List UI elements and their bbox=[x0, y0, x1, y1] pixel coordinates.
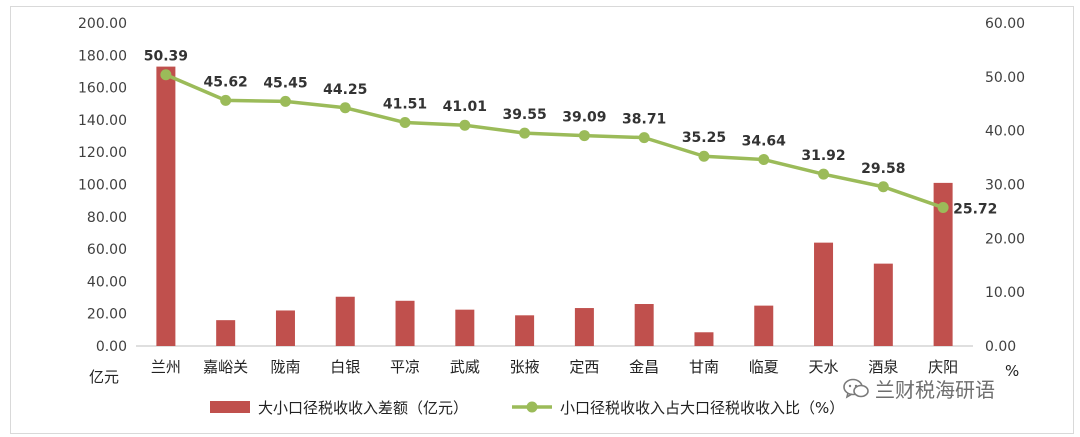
y-right-tick-label: 30.00 bbox=[985, 178, 1025, 194]
line-point bbox=[160, 69, 172, 81]
bar bbox=[156, 66, 176, 347]
bar bbox=[395, 300, 415, 346]
line-point bbox=[877, 181, 889, 193]
bar bbox=[634, 304, 654, 346]
bar bbox=[515, 315, 535, 346]
x-tick-label: 平凉 bbox=[390, 358, 420, 376]
y-left-unit: 亿元 bbox=[89, 368, 119, 386]
bar-series bbox=[156, 66, 953, 347]
bar bbox=[574, 308, 594, 346]
data-label: 39.09 bbox=[562, 110, 606, 126]
data-label: 39.55 bbox=[502, 107, 546, 123]
bar bbox=[455, 309, 475, 346]
legend-bar-swatch bbox=[210, 401, 250, 413]
bar bbox=[873, 263, 893, 346]
combo-chart: 0.00 20.00 40.00 60.00 80.00 100.00 120.00 140.… bbox=[78, 16, 1025, 417]
y-left-tick-label: 80.00 bbox=[87, 210, 127, 226]
data-label: 25.72 bbox=[953, 202, 997, 218]
line-point bbox=[279, 95, 291, 107]
series-line bbox=[165, 73, 944, 210]
x-tick-label: 甘南 bbox=[689, 358, 719, 376]
x-tick-label: 武威 bbox=[450, 358, 480, 376]
watermark: 兰财税海研语 bbox=[843, 374, 995, 403]
legend-bar-label: 大小口径税收收入差额（亿元） bbox=[258, 399, 468, 417]
y-left-tick-label: 40.00 bbox=[87, 274, 127, 290]
x-tick-label: 白银 bbox=[330, 358, 360, 376]
y-left-tick-label: 140.00 bbox=[78, 113, 127, 129]
line-point bbox=[758, 154, 770, 166]
wechat-icon bbox=[843, 378, 869, 399]
bar bbox=[933, 182, 953, 346]
data-label: 50.39 bbox=[144, 49, 188, 65]
x-tick-label: 兰州 bbox=[151, 358, 181, 376]
data-labels: 50.39 45.62 45.45 44.25 41.51 41.01 39.55 39.09… bbox=[144, 49, 998, 218]
x-tick-label: 金昌 bbox=[629, 358, 659, 376]
y-right-tick-label: 50.00 bbox=[985, 70, 1025, 86]
chart-frame: 0.00 20.00 40.00 60.00 80.00 100.00 120.00 140.… bbox=[10, 6, 1074, 434]
data-label: 29.58 bbox=[861, 161, 905, 177]
y-left-tick-label: 120.00 bbox=[78, 145, 127, 161]
y-left-tick-label: 160.00 bbox=[78, 81, 127, 97]
line-series bbox=[160, 69, 949, 214]
bar bbox=[335, 296, 355, 346]
bar bbox=[814, 242, 834, 346]
bar bbox=[275, 310, 295, 346]
watermark-text: 兰财税海研语 bbox=[875, 378, 995, 402]
x-tick-label: 庆阳 bbox=[928, 358, 958, 376]
bar bbox=[216, 320, 236, 346]
y-right-tick-label: 60.00 bbox=[985, 16, 1025, 32]
data-label: 41.01 bbox=[443, 99, 487, 115]
y-left-tick-label: 100.00 bbox=[78, 178, 127, 194]
bar bbox=[754, 305, 774, 346]
line-point bbox=[519, 127, 531, 139]
y-left-tick-label: 200.00 bbox=[78, 16, 127, 32]
data-label: 44.25 bbox=[323, 82, 367, 98]
line-point bbox=[818, 168, 830, 180]
data-label: 34.64 bbox=[742, 134, 787, 150]
y-right-unit: % bbox=[1005, 362, 1019, 380]
line-point bbox=[339, 102, 351, 114]
line-point bbox=[638, 132, 650, 144]
data-label: 31.92 bbox=[801, 148, 845, 164]
x-tick-label: 酒泉 bbox=[868, 358, 898, 376]
line-point bbox=[459, 119, 471, 131]
bar bbox=[694, 332, 714, 346]
legend-line-label: 小口径税收收入占大口径税收收入比（%） bbox=[560, 399, 844, 417]
x-tick-label: 临夏 bbox=[749, 358, 779, 376]
data-label: 35.25 bbox=[682, 130, 726, 146]
line-point bbox=[698, 150, 710, 162]
line-point bbox=[578, 130, 590, 142]
y-left-tick-label: 0.00 bbox=[96, 339, 127, 355]
line-point bbox=[399, 117, 411, 129]
y-right-tick-label: 10.00 bbox=[985, 285, 1025, 301]
y-left-tick-label: 60.00 bbox=[87, 242, 127, 258]
line-point bbox=[937, 202, 949, 214]
data-label: 45.62 bbox=[204, 74, 248, 90]
y-left-tick-label: 180.00 bbox=[78, 48, 127, 64]
y-right-tick-label: 40.00 bbox=[985, 124, 1025, 140]
x-tick-label: 天水 bbox=[809, 358, 839, 376]
x-tick-label: 定西 bbox=[569, 358, 599, 376]
x-tick-label: 陇南 bbox=[270, 358, 300, 376]
legend: 大小口径税收收入差额（亿元） 小口径税收收入占大口径税收收入比（%） bbox=[210, 399, 844, 417]
data-label: 41.51 bbox=[383, 97, 427, 113]
data-label: 38.71 bbox=[622, 112, 666, 128]
legend-line-marker bbox=[526, 401, 538, 413]
data-label: 45.45 bbox=[263, 75, 307, 91]
line-point bbox=[220, 94, 232, 106]
axes: 0.00 20.00 40.00 60.00 80.00 100.00 120.00 140.… bbox=[78, 16, 1025, 386]
x-tick-label: 张掖 bbox=[510, 358, 540, 376]
y-right-tick-label: 0.00 bbox=[985, 339, 1016, 355]
y-left-tick-label: 20.00 bbox=[87, 307, 127, 323]
y-right-tick-label: 20.00 bbox=[985, 231, 1025, 247]
x-tick-label: 嘉峪关 bbox=[203, 358, 248, 376]
